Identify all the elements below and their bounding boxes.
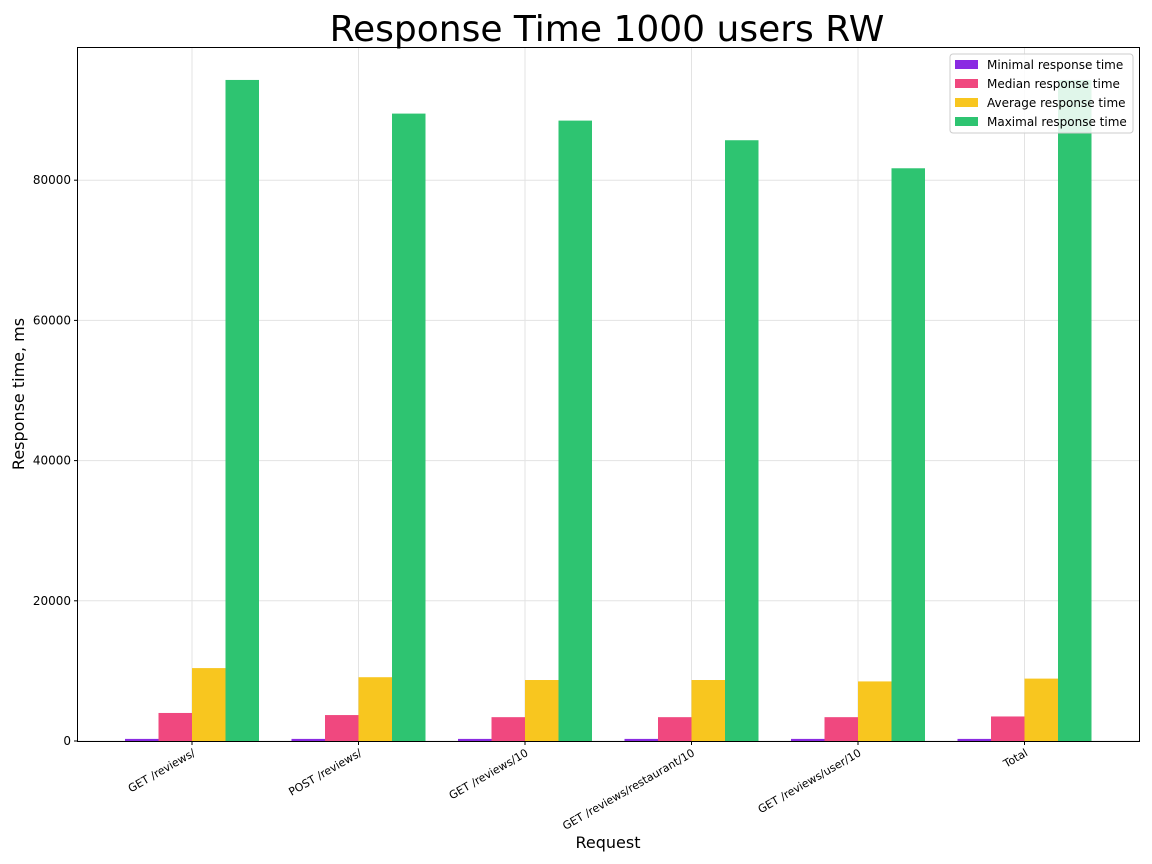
bar-minimal-response-time (291, 738, 325, 741)
legend-swatch (955, 60, 978, 69)
bar-average-response-time (1024, 678, 1058, 741)
bar-median-response-time (158, 712, 192, 741)
y-axis-label: Response time, ms (9, 318, 28, 470)
bar-median-response-time (658, 717, 692, 741)
x-axis-label: Request (576, 833, 641, 852)
y-tick-label: 40000 (33, 454, 71, 468)
bar-median-response-time (991, 716, 1025, 741)
bar-average-response-time (858, 681, 892, 741)
bar-maximal-response-time (558, 120, 592, 741)
bar-average-response-time (691, 680, 725, 741)
bar-minimal-response-time (458, 738, 492, 741)
x-tick-label: GET /reviews/restaurant/10 (560, 746, 697, 832)
x-tick-label: GET /reviews/10 (447, 746, 531, 802)
legend-label: Median response time (987, 77, 1120, 91)
x-tick-label: GET /reviews/user/10 (756, 746, 864, 816)
bar-median-response-time (325, 715, 359, 741)
y-tick-label: 60000 (33, 313, 71, 327)
y-tick-label: 20000 (33, 594, 71, 608)
bar-maximal-response-time (1058, 79, 1092, 742)
bar-minimal-response-time (624, 738, 658, 741)
y-tick-label: 0 (63, 734, 71, 748)
legend-swatch (955, 79, 978, 88)
x-ticks: GET /reviews/POST /reviews/GET /reviews/… (126, 741, 1030, 833)
plot-frame (77, 47, 1140, 742)
bar-minimal-response-time (125, 738, 159, 741)
chart-title: Response Time 1000 users RW (330, 9, 885, 50)
y-tick-label: 80000 (33, 173, 71, 187)
legend-box (949, 53, 1134, 134)
x-tick-label: Total (1000, 746, 1030, 771)
legend-label: Minimal response time (987, 58, 1123, 72)
bars (125, 79, 1092, 742)
bar-median-response-time (824, 717, 858, 741)
bar-average-response-time (192, 668, 226, 741)
x-tick-label: POST /reviews/ (286, 746, 364, 798)
bar-maximal-response-time (725, 140, 759, 741)
x-tick-label: GET /reviews/ (126, 746, 198, 795)
y-ticks: 0 20000 40000 60000 80000 (33, 173, 78, 748)
bar-maximal-response-time (891, 168, 925, 741)
legend-swatch (955, 117, 978, 126)
bar-median-response-time (491, 717, 525, 741)
legend-label: Average response time (987, 96, 1126, 110)
bar-maximal-response-time (225, 79, 259, 742)
bar-average-response-time (358, 677, 392, 741)
bar-minimal-response-time (791, 738, 825, 741)
legend: Minimal response time Median response tim… (949, 53, 1134, 134)
bar-average-response-time (525, 680, 559, 741)
bar-maximal-response-time (392, 113, 426, 742)
legend-swatch (955, 98, 978, 107)
bar-minimal-response-time (957, 738, 991, 741)
legend-label: Maximal response time (987, 115, 1127, 129)
